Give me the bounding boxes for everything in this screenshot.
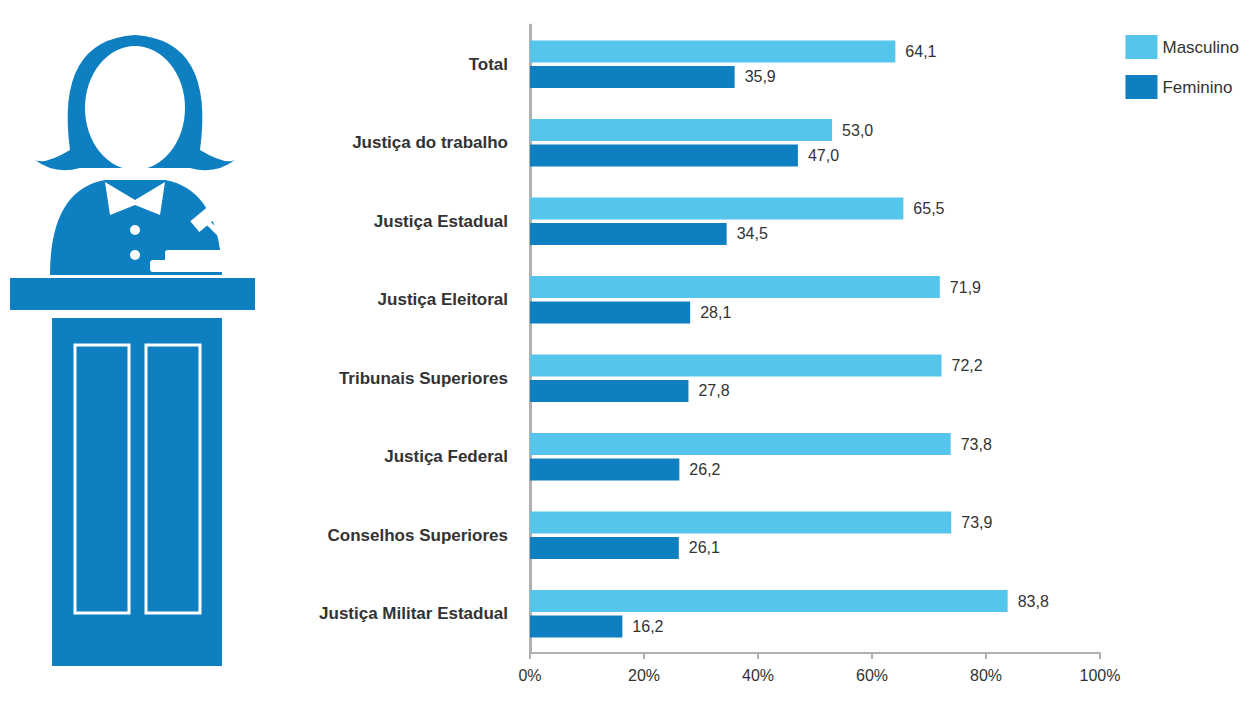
svg-text:73,8: 73,8 bbox=[961, 436, 992, 453]
svg-text:72,2: 72,2 bbox=[952, 357, 983, 374]
svg-text:Total: Total bbox=[469, 55, 508, 74]
svg-text:64,1: 64,1 bbox=[905, 43, 936, 60]
svg-text:71,9: 71,9 bbox=[950, 279, 981, 296]
svg-text:0%: 0% bbox=[518, 667, 541, 684]
svg-text:Justiça do trabalho: Justiça do trabalho bbox=[352, 133, 508, 152]
svg-text:Justiça Estadual: Justiça Estadual bbox=[374, 212, 508, 231]
svg-text:65,5: 65,5 bbox=[913, 200, 944, 217]
svg-text:Feminino: Feminino bbox=[1162, 78, 1232, 97]
svg-text:Justiça Eleitoral: Justiça Eleitoral bbox=[378, 290, 508, 309]
svg-text:60%: 60% bbox=[856, 667, 888, 684]
svg-text:16,2: 16,2 bbox=[632, 618, 663, 635]
svg-text:20%: 20% bbox=[628, 667, 660, 684]
svg-text:28,1: 28,1 bbox=[700, 304, 731, 321]
svg-text:Justiça Federal: Justiça Federal bbox=[384, 447, 508, 466]
svg-text:80%: 80% bbox=[970, 667, 1002, 684]
svg-text:40%: 40% bbox=[742, 667, 774, 684]
svg-text:47,0: 47,0 bbox=[808, 147, 839, 164]
svg-text:83,8: 83,8 bbox=[1018, 593, 1049, 610]
svg-text:53,0: 53,0 bbox=[842, 122, 873, 139]
svg-text:26,2: 26,2 bbox=[689, 461, 720, 478]
svg-text:26,1: 26,1 bbox=[689, 539, 720, 556]
svg-text:35,9: 35,9 bbox=[745, 68, 776, 85]
svg-text:Conselhos Superiores: Conselhos Superiores bbox=[328, 526, 508, 545]
svg-text:Tribunais Superiores: Tribunais Superiores bbox=[339, 369, 508, 388]
svg-text:100%: 100% bbox=[1080, 667, 1121, 684]
svg-text:Masculino: Masculino bbox=[1162, 38, 1239, 57]
svg-text:Justiça Militar Estadual: Justiça Militar Estadual bbox=[319, 604, 508, 623]
svg-text:34,5: 34,5 bbox=[737, 225, 768, 242]
svg-text:27,8: 27,8 bbox=[698, 382, 729, 399]
svg-text:73,9: 73,9 bbox=[961, 514, 992, 531]
